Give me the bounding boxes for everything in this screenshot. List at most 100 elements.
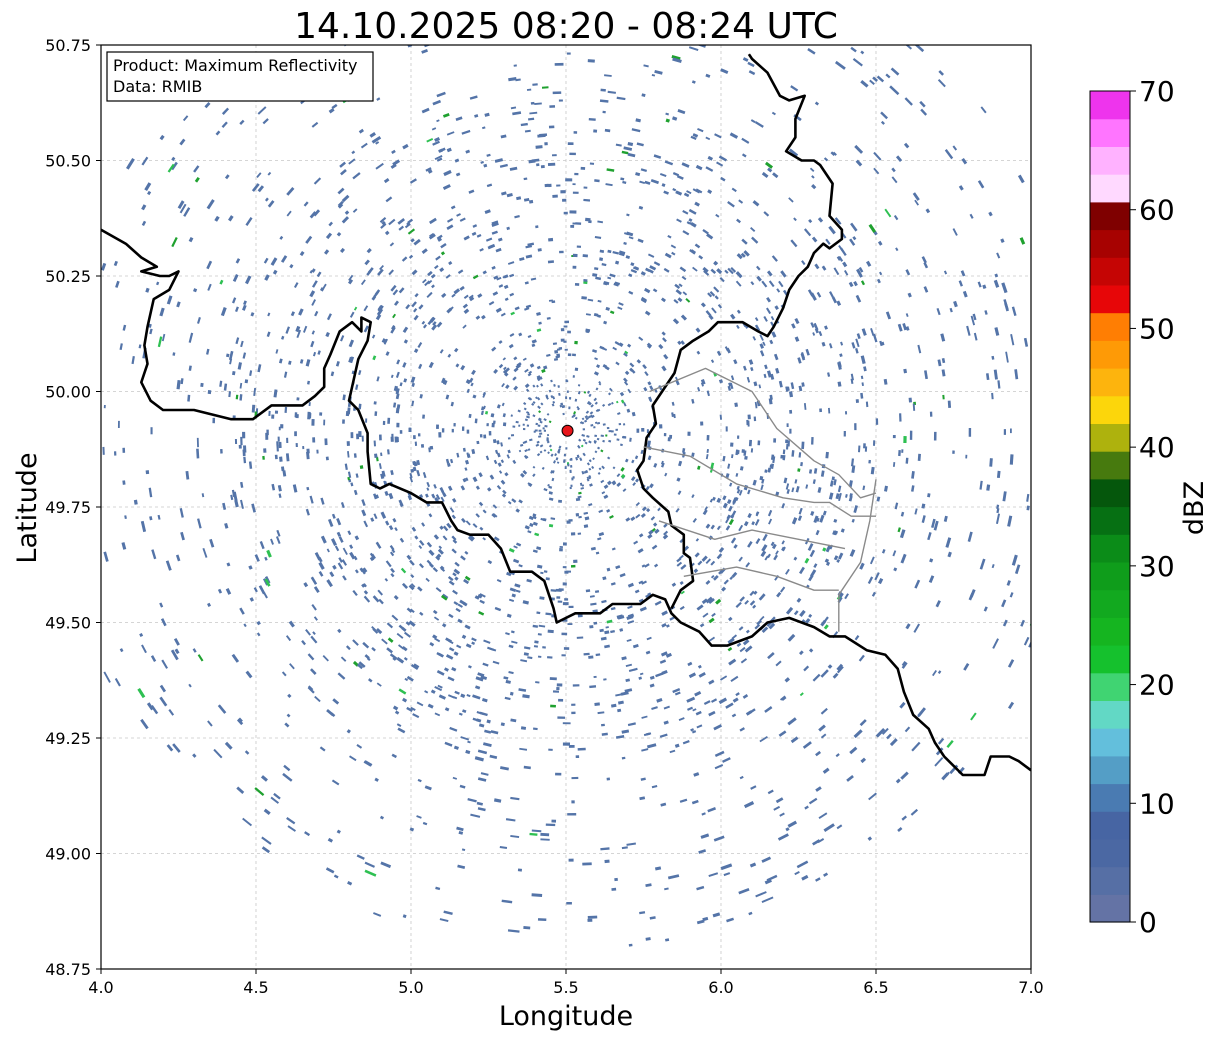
echo-cell (455, 116, 463, 122)
echo-cell (171, 156, 176, 162)
echo-cell (619, 391, 625, 397)
echo-cell (298, 308, 304, 316)
echo-cell (512, 376, 517, 381)
echo-cell (493, 420, 496, 424)
echo-cell (808, 797, 818, 805)
echo-cell (860, 79, 869, 88)
echo-cell (375, 314, 382, 321)
country-border (101, 228, 1031, 777)
echo-cell (605, 183, 613, 187)
echo-cell (747, 541, 753, 548)
echo-cell (428, 513, 433, 518)
echo-cell (561, 405, 565, 409)
echo-cell (892, 550, 897, 557)
echo-cell (411, 400, 415, 407)
echo-cell (527, 448, 531, 451)
echo-cell (157, 514, 161, 520)
echo-cell (731, 571, 738, 578)
echo-cell (703, 270, 710, 276)
colorbar-segment (1090, 340, 1130, 369)
echo-cell (323, 419, 326, 426)
echo-cell (676, 174, 684, 180)
echo-cell (736, 309, 741, 314)
echo-cell (536, 328, 542, 333)
echo-cell (677, 340, 682, 345)
echo-cell (693, 772, 700, 777)
echo-cell (439, 349, 444, 354)
echo-cell (644, 563, 650, 568)
echo-cell (375, 162, 384, 170)
echo-cell (686, 221, 691, 225)
echo-cell (529, 522, 534, 528)
echo-cell (547, 260, 555, 264)
echo-cell (595, 551, 600, 555)
echo-cell (318, 561, 325, 570)
echo-cell (701, 812, 706, 816)
echo-cell (358, 128, 365, 134)
echo-cell (345, 645, 351, 651)
echo-cell (548, 491, 553, 495)
echo-cell (509, 292, 515, 297)
echo-cell (655, 672, 663, 678)
colorbar-tick-label: 10 (1139, 787, 1175, 820)
echo-cell (904, 97, 913, 106)
echo-cell (122, 447, 126, 453)
echo-cell (502, 357, 507, 361)
echo-cell (899, 701, 906, 709)
colorbar-segment (1090, 728, 1130, 757)
echo-cell (837, 381, 842, 387)
echo-cell (615, 735, 625, 739)
echo-cell (773, 554, 778, 561)
echo-cell (443, 667, 449, 672)
echo-cell (860, 392, 864, 399)
echo-cell (594, 450, 598, 454)
echo-cell (586, 435, 590, 438)
echo-cell (360, 279, 366, 286)
echo-cell (451, 293, 456, 298)
echo-cell (583, 391, 587, 394)
echo-cell (279, 456, 283, 462)
echo-cell (421, 522, 426, 527)
echo-cell (616, 438, 620, 441)
echo-cell (786, 488, 790, 495)
echo-cell (905, 457, 909, 464)
echo-cell (349, 356, 355, 364)
echo-cell (749, 590, 755, 597)
echo-cell (432, 609, 438, 615)
echo-cell (836, 559, 841, 563)
echo-cell (651, 784, 658, 789)
echo-cell (695, 188, 703, 194)
echo-cell (524, 383, 530, 389)
echo-cell (240, 499, 244, 509)
echo-cell (735, 449, 739, 456)
echo-cell (719, 277, 725, 283)
echo-cell (700, 382, 704, 387)
echo-cell (577, 747, 586, 751)
echo-cell (452, 572, 457, 577)
echo-cell (785, 386, 789, 392)
echo-cell (630, 262, 635, 267)
echo-cell (536, 611, 541, 615)
echo-cell (435, 886, 441, 891)
echo-cell (641, 506, 647, 512)
echo-cell (304, 831, 311, 837)
echo-cell (617, 615, 625, 620)
echo-cell (314, 695, 321, 703)
echo-cell (477, 293, 483, 298)
echo-cell (761, 478, 765, 484)
echo-cell (548, 389, 552, 393)
echo-cell (385, 520, 390, 526)
echo-cell (395, 388, 400, 395)
echo-cell (606, 777, 611, 781)
echo-cell (637, 548, 644, 554)
echo-cell (570, 564, 576, 568)
echo-cell (527, 530, 532, 534)
echo-cell (897, 323, 903, 332)
echo-cell (239, 119, 245, 125)
echo-cell (553, 358, 559, 361)
colorbar-tick-label: 20 (1139, 669, 1175, 702)
echo-cell (942, 394, 945, 400)
echo-cell (243, 300, 247, 306)
echo-cell (523, 652, 529, 656)
echo-cell (539, 420, 543, 424)
